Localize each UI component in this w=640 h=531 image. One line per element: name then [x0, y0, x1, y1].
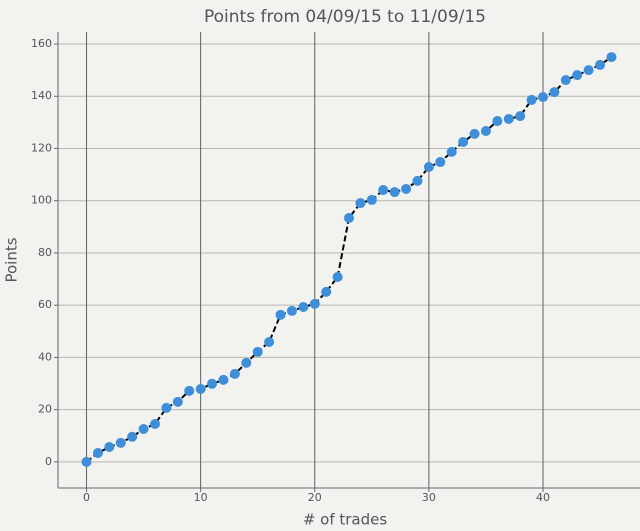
data-point [150, 419, 160, 430]
data-point [264, 337, 275, 348]
data-point [286, 305, 297, 316]
data-point [595, 59, 606, 70]
y-tick-label: 40 [38, 350, 52, 363]
data-point [332, 271, 343, 282]
data-point [355, 198, 366, 209]
data-point [572, 70, 583, 81]
y-tick-label: 20 [38, 403, 52, 416]
x-axis-label: # of trades [303, 511, 388, 529]
data-point [81, 456, 92, 467]
y-tick-label: 160 [31, 37, 52, 50]
y-tick-label: 120 [31, 141, 52, 154]
data-point [435, 157, 446, 168]
data-point [378, 185, 389, 196]
y-tick-label: 100 [31, 194, 52, 207]
data-point [469, 128, 480, 139]
data-point [309, 298, 320, 309]
data-point [195, 384, 206, 395]
y-tick-label: 80 [38, 246, 52, 259]
data-point [92, 448, 103, 459]
data-point [446, 146, 457, 157]
x-tick-label: 30 [422, 491, 436, 504]
data-point [321, 286, 332, 297]
data-point [549, 87, 560, 98]
data-point [401, 183, 412, 194]
data-point [115, 437, 126, 448]
data-point [480, 125, 491, 136]
x-tick-label: 20 [308, 491, 322, 504]
data-point [503, 113, 514, 124]
data-point [127, 431, 138, 442]
y-axis-label: Points [3, 237, 21, 282]
data-point [458, 136, 469, 147]
x-tick-label: 0 [83, 491, 90, 504]
data-point [492, 116, 503, 127]
data-point [389, 187, 400, 198]
data-point [184, 385, 195, 396]
data-point [218, 374, 229, 385]
y-tick-label: 140 [31, 89, 52, 102]
data-point [252, 346, 263, 357]
data-point [412, 175, 423, 186]
data-point [515, 111, 526, 122]
data-point [526, 94, 537, 105]
data-point [229, 368, 240, 379]
x-tick-label: 40 [536, 491, 550, 504]
data-point [298, 302, 309, 313]
data-point [138, 423, 149, 434]
data-point [606, 52, 617, 63]
data-point [241, 357, 252, 368]
data-point [172, 396, 183, 407]
y-tick-label: 0 [45, 455, 52, 468]
data-point [207, 378, 218, 389]
data-point [275, 309, 286, 320]
data-point [161, 402, 172, 413]
data-point [583, 65, 594, 76]
data-point [538, 92, 548, 103]
y-tick-label: 60 [38, 298, 52, 311]
data-point [366, 194, 377, 205]
data-point [104, 441, 115, 452]
chart-title: Points from 04/09/15 to 11/09/15 [204, 7, 486, 27]
x-tick-label: 10 [194, 491, 208, 504]
data-point [423, 162, 434, 173]
data-point [560, 75, 571, 86]
data-point [344, 212, 354, 223]
